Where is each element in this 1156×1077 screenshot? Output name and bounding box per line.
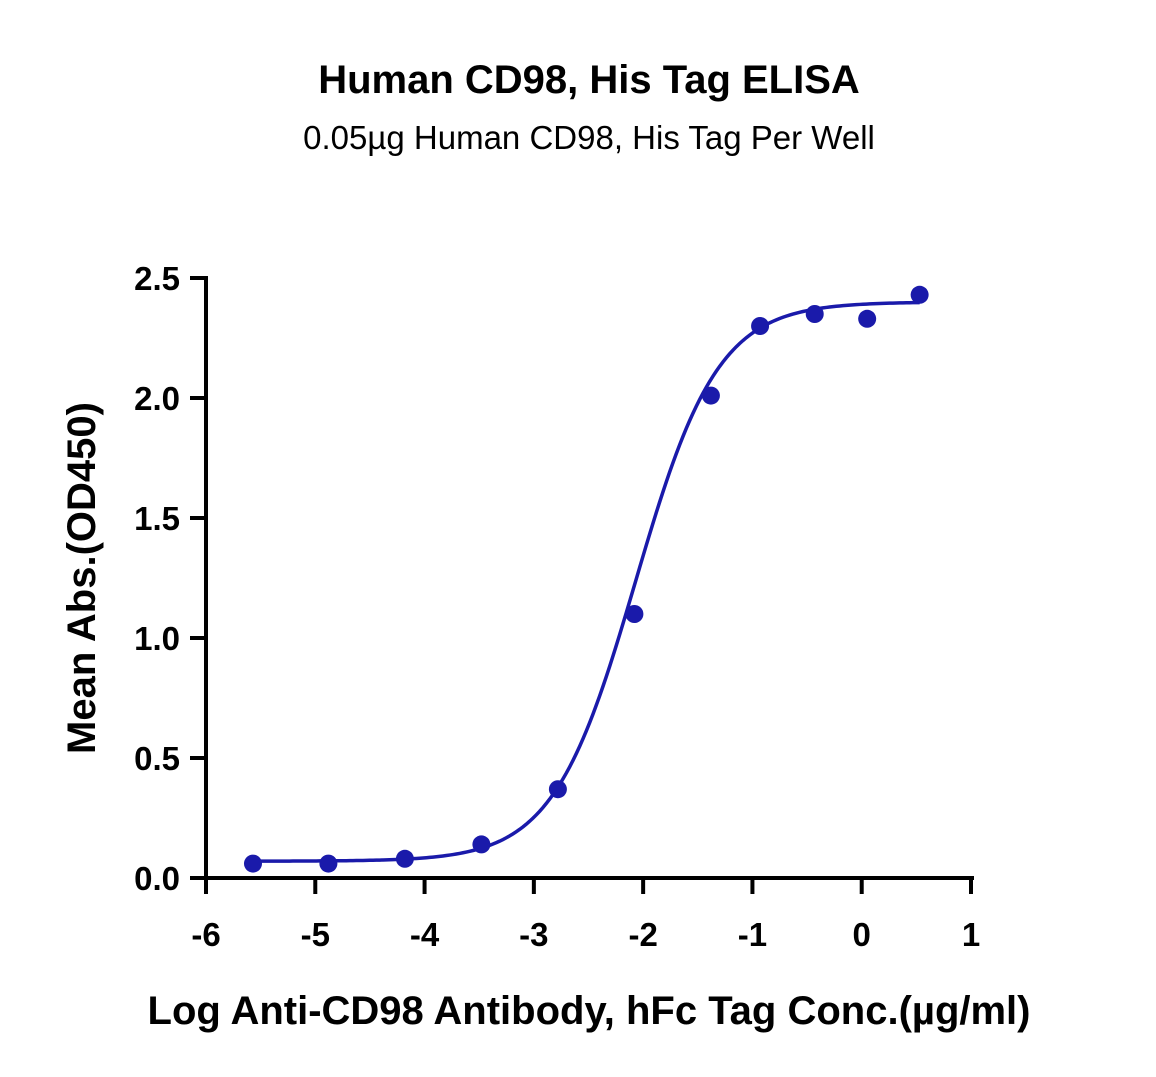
x-tick-label: -4 [410, 916, 440, 953]
x-tick-label: -2 [628, 916, 657, 953]
data-point [910, 285, 929, 304]
x-tick-label: 0 [853, 916, 871, 953]
y-tick-label: 0.0 [134, 860, 180, 897]
data-point [395, 849, 414, 868]
data-point [701, 386, 720, 405]
x-tick-label: 1 [962, 916, 980, 953]
x-tick-label: -6 [191, 916, 220, 953]
data-point [805, 305, 824, 323]
x-tick-label: -5 [301, 916, 330, 953]
y-tick-label: 2.0 [134, 380, 180, 417]
y-tick-label: 1.5 [134, 500, 180, 537]
chart-subtitle: 0.05µg Human CD98, His Tag Per Well [303, 119, 875, 156]
y-axis-title: Mean Abs.(OD450) [60, 402, 104, 754]
x-tick-label: -3 [519, 916, 548, 953]
data-point [625, 605, 644, 623]
y-tick-label: 2.5 [134, 260, 180, 297]
data-point [319, 854, 338, 873]
x-axis-ticks: -6 -5 -4 -3 -2 -1 0 1 [191, 878, 980, 953]
data-point [548, 780, 567, 799]
chart-title: Human CD98, His Tag ELISA [318, 58, 860, 102]
plot-area: 0.0 0.5 1.0 1.5 2.0 2.5 -6 -5 -4 -3 -2 -1 0 1 [134, 260, 980, 953]
x-axis-title: Log Anti-CD98 Antibody, hFc Tag Conc.(µg… [148, 989, 1031, 1033]
y-axis-ticks: 0.0 0.5 1.0 1.5 2.0 2.5 [134, 260, 206, 897]
data-point [858, 309, 877, 328]
data-points [243, 285, 929, 873]
y-tick-label: 0.5 [134, 740, 180, 777]
y-tick-label: 1.0 [134, 620, 180, 657]
data-point [243, 854, 262, 873]
data-point [751, 317, 770, 335]
fit-curve [252, 300, 920, 863]
x-tick-label: -1 [738, 916, 767, 953]
data-point [472, 835, 491, 854]
